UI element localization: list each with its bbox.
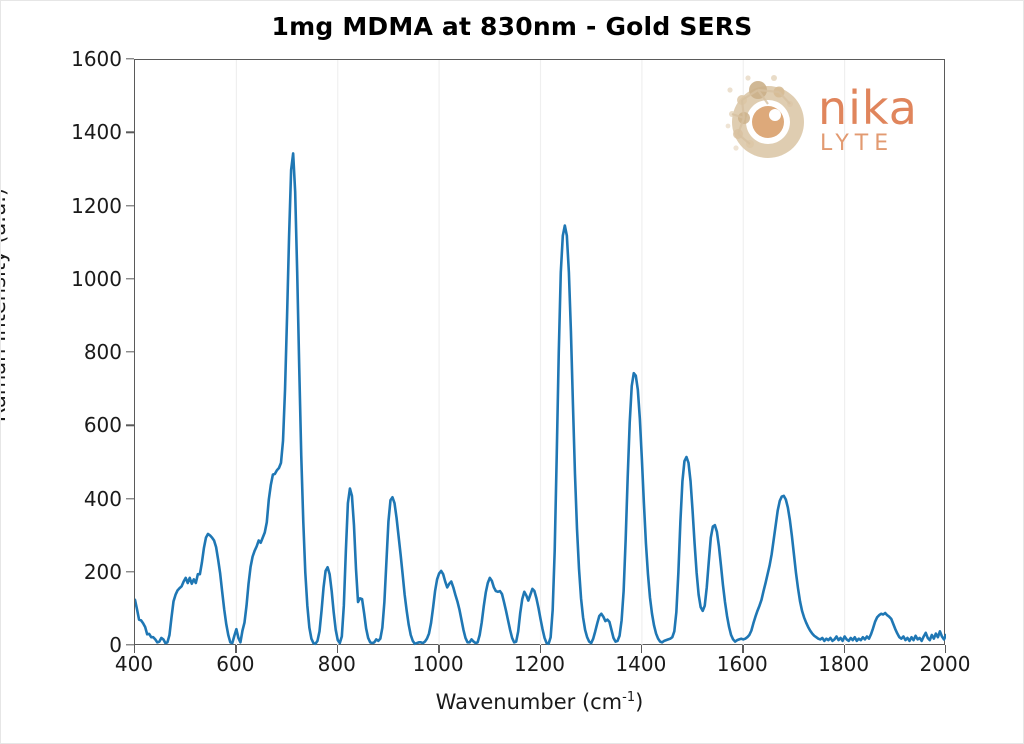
x-tick-mark-2000 <box>945 645 947 653</box>
x-axis-label-tail: ) <box>635 690 644 714</box>
x-tick-label-1600: 1600 <box>716 652 768 676</box>
x-axis-label-main: Wavenumber (cm <box>435 690 623 714</box>
spectrum-plot <box>135 60 946 646</box>
logo-graphic: nika LYTE <box>725 75 918 158</box>
vertical-gridlines <box>235 60 846 646</box>
y-tick-label-800: 800 <box>83 340 122 364</box>
spectrum-line <box>135 152 946 646</box>
x-tick-label-800: 800 <box>317 652 356 676</box>
y-tick-label-0: 0 <box>109 633 122 657</box>
y-tick-label-1000: 1000 <box>71 266 122 291</box>
nikalyte-logo: nika LYTE <box>722 66 932 162</box>
y-tick-mark-1600 <box>126 58 134 60</box>
y-tick-mark-200 <box>126 571 134 573</box>
svg-text:nika: nika <box>818 81 918 135</box>
x-tick-mark-1000 <box>438 645 440 653</box>
plot-area <box>134 59 946 646</box>
x-tick-mark-1800 <box>843 645 846 653</box>
x-axis-label-exponent: -1 <box>622 690 636 705</box>
x-tick-label-1400: 1400 <box>615 652 667 676</box>
x-tick-mark-600 <box>235 645 237 653</box>
y-tick-mark-600 <box>126 424 134 426</box>
x-tick-mark-1400 <box>640 645 643 653</box>
y-tick-mark-1400 <box>126 131 134 133</box>
x-tick-mark-1200 <box>539 645 541 653</box>
y-tick-mark-0 <box>126 644 134 646</box>
x-tick-mark-400 <box>134 645 136 653</box>
x-tick-label-1000: 1000 <box>412 652 464 676</box>
logo-molecule-icon <box>725 75 804 158</box>
x-tick-mark-1600 <box>742 645 744 653</box>
x-axis-label: Wavenumber (cm-1) <box>134 690 945 714</box>
y-tick-mark-800 <box>126 351 134 353</box>
y-tick-label-600: 600 <box>83 413 122 438</box>
y-tick-label-1400: 1400 <box>71 120 122 145</box>
logo-wordmark: nika LYTE <box>818 81 918 156</box>
y-tick-mark-400 <box>126 497 134 500</box>
y-axis-label: Raman Intensity (a.u.) <box>0 187 10 423</box>
y-tick-label-200: 200 <box>83 559 122 584</box>
y-tick-label-400: 400 <box>83 486 122 511</box>
x-tick-label-1800: 1800 <box>818 652 870 676</box>
y-tick-label-1200: 1200 <box>71 193 122 218</box>
x-tick-label-2000: 2000 <box>919 652 971 676</box>
y-tick-mark-1000 <box>126 278 134 280</box>
y-tick-label-1600: 1600 <box>71 47 122 71</box>
x-tick-label-600: 600 <box>216 652 255 676</box>
x-tick-label-400: 400 <box>114 652 154 676</box>
x-tick-mark-800 <box>336 645 339 653</box>
page-title: 1mg MDMA at 830nm - Gold SERS <box>271 12 753 41</box>
y-tick-mark-1200 <box>126 204 134 207</box>
x-tick-label-1200: 1200 <box>514 652 565 676</box>
svg-text:LYTE: LYTE <box>820 131 894 156</box>
